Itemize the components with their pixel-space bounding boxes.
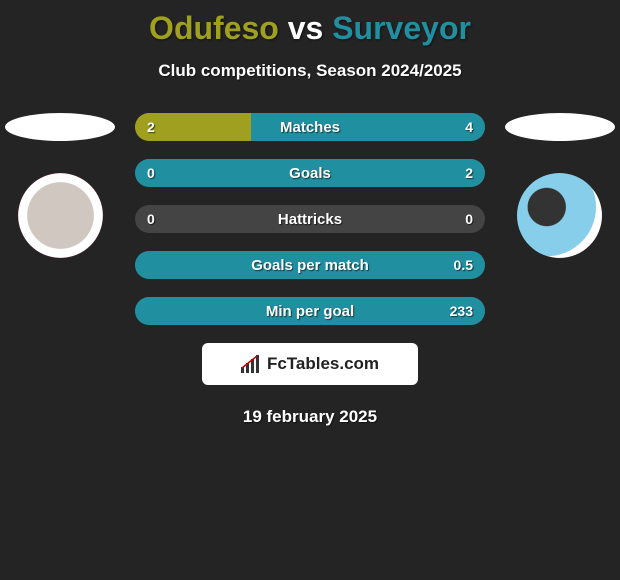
stat-value-left: 2 [147, 119, 155, 135]
stat-value-left: 0 [147, 165, 155, 181]
stat-row: Goals per match 0.5 [135, 251, 485, 279]
stat-label: Min per goal [266, 303, 354, 320]
stat-value-right: 0 [465, 211, 473, 227]
subtitle: Club competitions, Season 2024/2025 [0, 61, 620, 81]
stat-row: 0 Goals 2 [135, 159, 485, 187]
date: 19 february 2025 [0, 407, 620, 427]
stat-value-right: 2 [465, 165, 473, 181]
stat-label: Hattricks [278, 211, 342, 228]
stat-label: Goals per match [251, 257, 369, 274]
stat-value-right: 233 [450, 303, 473, 319]
watermark-badge: FcTables.com [202, 343, 418, 385]
player2-name: Surveyor [332, 10, 471, 46]
player2-club-badge [517, 173, 602, 258]
stats-area: 2 Matches 4 0 Goals 2 0 Hattricks 0 Goal… [0, 113, 620, 325]
comparison-title: Odufeso vs Surveyor [0, 0, 620, 47]
vs-text: vs [288, 10, 324, 46]
stat-bars: 2 Matches 4 0 Goals 2 0 Hattricks 0 Goal… [135, 113, 485, 325]
player2-photo-placeholder [505, 113, 615, 141]
stat-row: Min per goal 233 [135, 297, 485, 325]
chart-icon [241, 355, 263, 373]
player1-club-badge [18, 173, 103, 258]
stat-label: Goals [289, 165, 331, 182]
player1-name: Odufeso [149, 10, 279, 46]
stat-row: 2 Matches 4 [135, 113, 485, 141]
stat-value-left: 0 [147, 211, 155, 227]
player1-photo-placeholder [5, 113, 115, 141]
stat-value-right: 0.5 [454, 257, 473, 273]
stat-value-right: 4 [465, 119, 473, 135]
watermark-text: FcTables.com [267, 354, 379, 374]
stat-label: Matches [280, 119, 340, 136]
stat-row: 0 Hattricks 0 [135, 205, 485, 233]
